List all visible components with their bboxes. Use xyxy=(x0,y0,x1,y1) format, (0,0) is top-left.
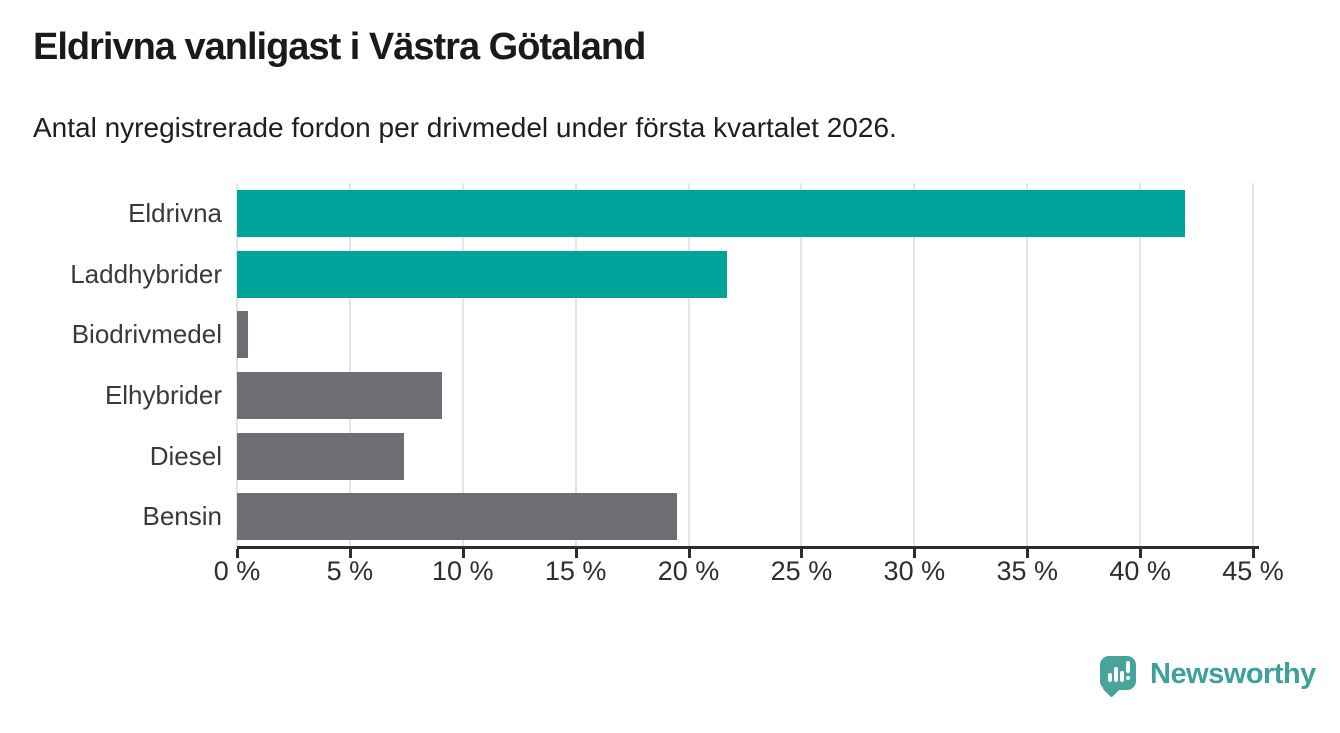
newsworthy-wordmark: Newsworthy xyxy=(1150,657,1316,690)
bar-bensin xyxy=(237,493,678,541)
newsworthy-logo: Newsworthy xyxy=(1100,656,1316,698)
x-axis-tick-label: 35 % xyxy=(996,556,1058,586)
x-axis-tick xyxy=(236,549,239,558)
logo-exclamation-dot xyxy=(1126,676,1130,680)
x-axis-tick xyxy=(913,549,917,558)
y-axis-label: Elhybrider xyxy=(104,379,222,410)
plot-area xyxy=(236,183,1254,547)
bar-eldrivna xyxy=(237,189,1186,237)
gridline xyxy=(236,183,238,547)
x-axis-tick-label: 30 % xyxy=(883,556,946,586)
newsworthy-speech-bubble-chart-icon xyxy=(1100,656,1136,698)
x-axis-tick-label: 20 % xyxy=(657,556,720,586)
chart-subtitle: Antal nyregistrerade fordon per drivmede… xyxy=(33,112,897,143)
gridline xyxy=(1026,183,1029,547)
x-axis-tick-label: 45 % xyxy=(1222,556,1284,586)
x-axis-tick xyxy=(1252,549,1255,558)
x-axis-tick xyxy=(687,549,691,558)
y-axis-label: Biodrivmedel xyxy=(71,319,222,350)
gridline xyxy=(348,183,351,547)
speech-bubble-body xyxy=(1100,656,1136,690)
x-axis-tick xyxy=(574,549,578,558)
x-axis-tick-label: 15 % xyxy=(544,556,607,586)
x-axis-tick xyxy=(461,549,465,558)
gridline xyxy=(800,183,803,547)
bar-elhybrider xyxy=(237,371,443,419)
bar-laddhybrider xyxy=(237,250,727,298)
x-axis-tick xyxy=(800,549,804,558)
x-axis-tick-label: 25 % xyxy=(770,556,833,586)
bar-diesel xyxy=(237,432,405,480)
x-axis-tick xyxy=(1139,549,1143,558)
logo-bar-1 xyxy=(1108,673,1112,682)
x-axis-line xyxy=(237,546,1259,549)
gridline xyxy=(1252,183,1254,547)
logo-bar-3 xyxy=(1120,671,1124,682)
x-axis-tick-label: 40 % xyxy=(1109,556,1171,586)
gridline xyxy=(574,183,577,547)
y-axis-label: Bensin xyxy=(142,501,223,532)
x-axis-tick-label: 5 % xyxy=(326,556,374,586)
y-axis-label: Laddhybrider xyxy=(70,258,222,289)
x-axis-tick-label: 10 % xyxy=(431,556,494,586)
gridline xyxy=(1139,183,1142,547)
x-axis-tick xyxy=(1026,549,1030,558)
x-axis-tick xyxy=(348,549,352,558)
y-axis-label: Eldrivna xyxy=(128,197,222,228)
gridline xyxy=(913,183,916,547)
logo-exclamation-stroke xyxy=(1126,661,1130,673)
chart-title: Eldrivna vanligast i Västra Götaland xyxy=(33,26,646,68)
y-axis-label: Diesel xyxy=(149,440,222,471)
logo-bar-2 xyxy=(1114,667,1118,682)
gridline xyxy=(461,183,464,547)
gridline xyxy=(687,183,690,547)
x-axis-tick-label: 0 % xyxy=(213,556,261,586)
bar-biodrivmedel xyxy=(237,311,249,359)
